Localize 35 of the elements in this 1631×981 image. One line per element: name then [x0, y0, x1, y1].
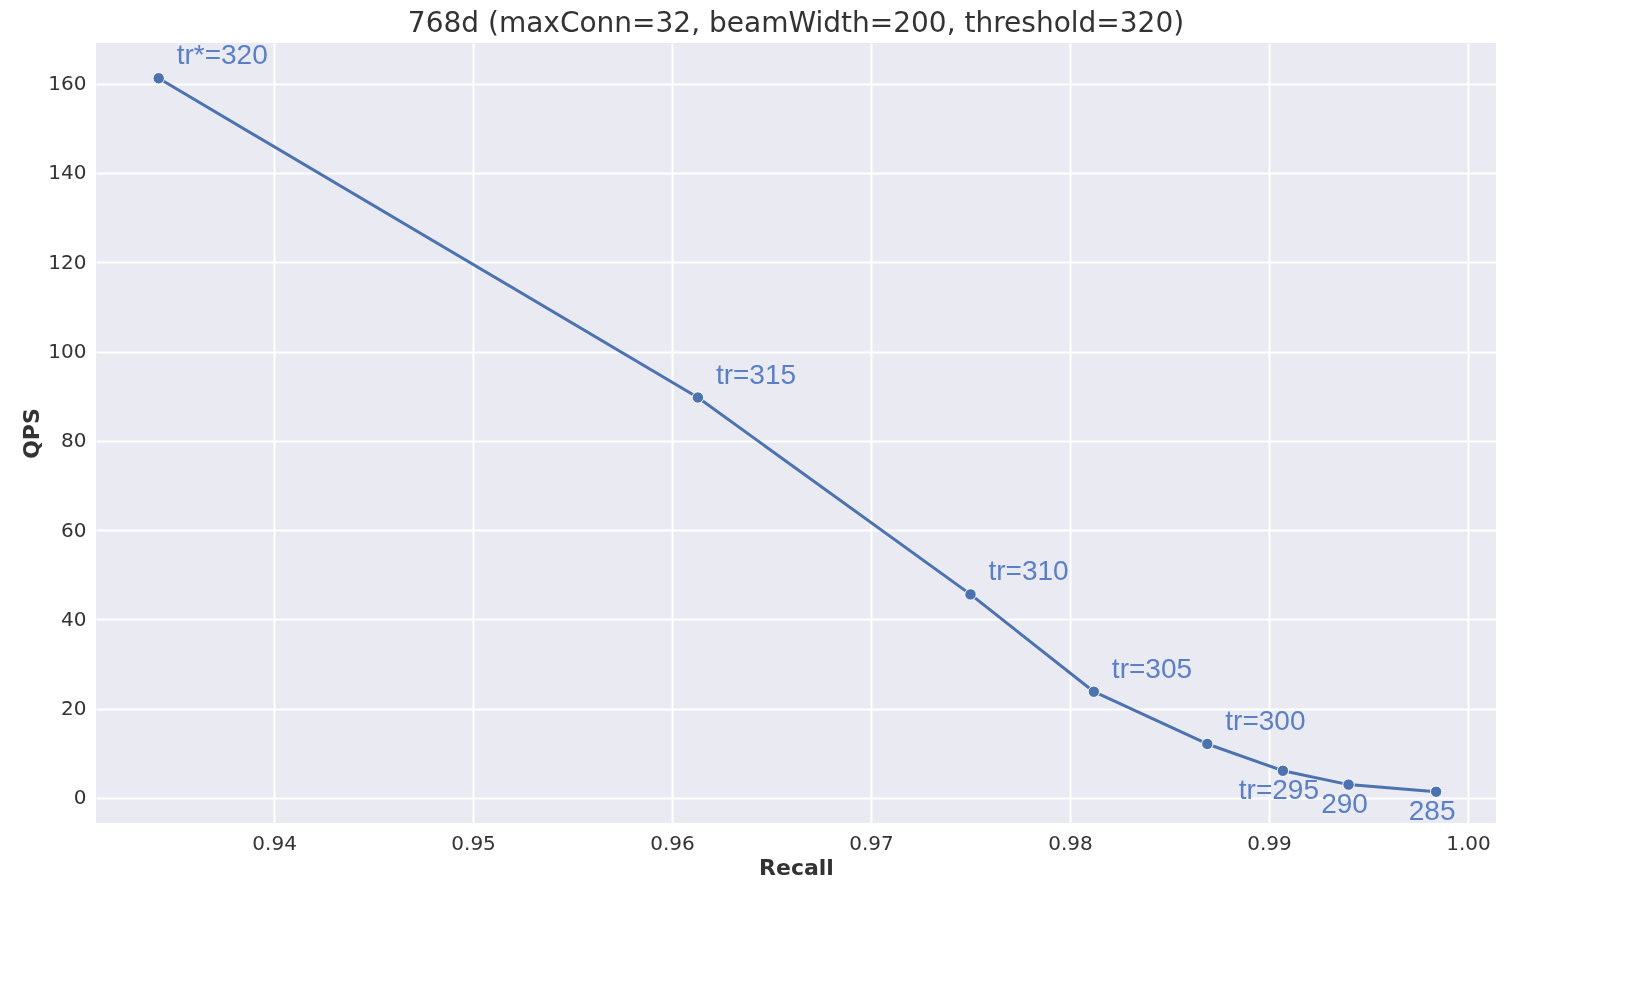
point [152, 72, 165, 85]
y-tick-label: 120 [48, 249, 87, 274]
y-tick-label: 60 [61, 517, 87, 542]
annotation: tr*=320 [176, 39, 268, 71]
annotation: 285 [1408, 794, 1456, 826]
annotation: tr=305 [1111, 652, 1193, 684]
x-tick-label: 0.97 [849, 830, 894, 855]
y-tick-label: 0 [73, 785, 87, 810]
y-axis-title: QPS [19, 408, 45, 459]
y-tick-label: 140 [48, 160, 87, 185]
y-tick-label: 80 [61, 428, 87, 453]
y-tick-label: 100 [48, 339, 87, 364]
y-tick-label: 160 [48, 71, 87, 96]
point [1429, 785, 1443, 798]
chart-title: 768d (maxConn=32, beamWidth=200, threshold=320) [407, 6, 1185, 40]
x-tick-label: 1.00 [1446, 830, 1491, 855]
point [1342, 778, 1355, 791]
annotation: tr=315 [715, 358, 797, 390]
annotation: tr=300 [1225, 704, 1306, 736]
y-tick-label: 40 [61, 606, 87, 631]
x-tick-label: 0.98 [1048, 830, 1093, 855]
x-tick-label: 0.96 [650, 830, 695, 855]
point [1201, 737, 1214, 751]
x-tick-label: 0.99 [1247, 830, 1292, 855]
annotation: tr=310 [988, 555, 1069, 587]
annotation: 290 [1321, 787, 1368, 819]
x-axis-title: Recall [759, 854, 834, 880]
x-tick-label: 0.94 [252, 830, 297, 855]
point [1276, 764, 1290, 777]
x-tick-label: 0.95 [451, 830, 496, 855]
point [1087, 685, 1101, 698]
point [964, 588, 977, 601]
point [691, 391, 705, 404]
y-tick-label: 20 [61, 696, 87, 721]
annotation: tr=295 [1238, 773, 1319, 805]
